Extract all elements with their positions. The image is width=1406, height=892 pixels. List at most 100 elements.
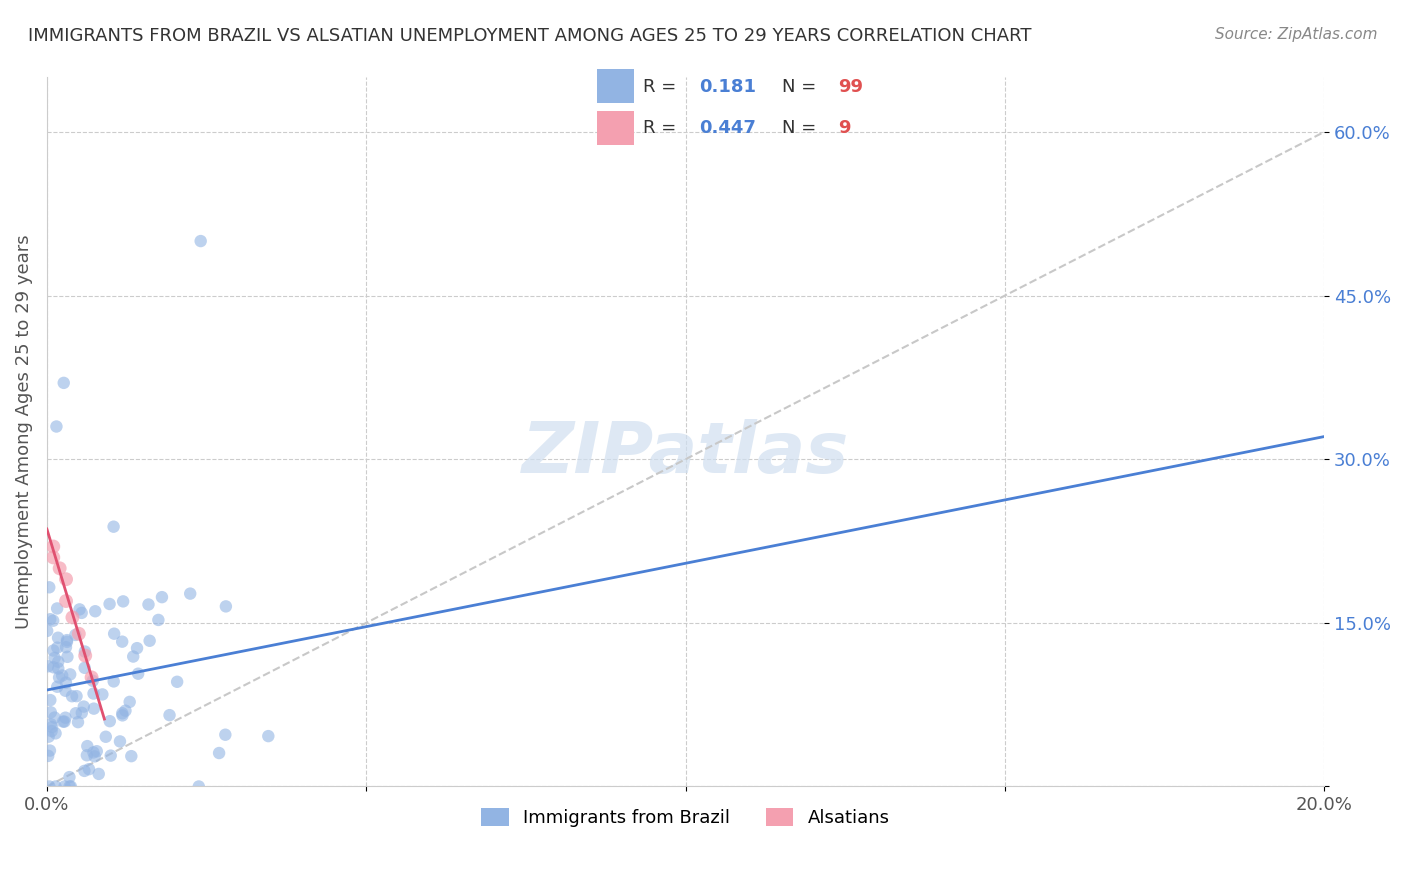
Point [52,714,75,729]
Point [37,748,59,763]
Point [53,780,76,794]
Point [76,739,98,753]
Point [138,598,160,612]
Point [48,670,70,684]
Text: Source: ZipAtlas.com: Source: ZipAtlas.com [1215,27,1378,42]
Legend: Immigrants from Brazil, Alsatians: Immigrants from Brazil, Alsatians [474,800,897,834]
Point [46,680,69,694]
Point [82,746,104,760]
Text: 9: 9 [838,119,851,136]
Point [91,687,114,701]
Point [179,586,201,600]
Point [66,715,89,730]
Bar [596,69,634,103]
Point [111,708,134,723]
Point [46,661,69,675]
Point [159,708,181,723]
Point [55,594,77,608]
Point [39,693,62,707]
Point [103,626,125,640]
Point [70,706,93,720]
Point [103,519,125,533]
Point [83,749,105,764]
Point [122,649,145,664]
Point [150,590,173,604]
Point [55,640,77,655]
Point [127,666,149,681]
Point [67,626,90,640]
Point [58,780,80,794]
Point [84,604,107,618]
Point [148,613,170,627]
Point [42,660,65,674]
Point [38,780,60,794]
Point [100,748,122,763]
Point [42,540,65,554]
Point [41,720,63,734]
Point [45,726,67,740]
Point [76,748,98,763]
Point [73,644,96,658]
Point [120,749,142,764]
Point [98,714,121,728]
Text: R =: R = [643,78,676,95]
Point [55,675,77,690]
Bar [596,111,634,145]
Point [60,690,83,704]
Point [111,706,134,721]
Point [53,714,76,729]
Point [77,762,100,776]
Point [44,651,66,665]
Text: R =: R = [643,119,676,136]
Point [46,640,69,655]
Point [65,706,87,721]
Point [38,580,60,594]
Point [108,734,131,748]
Point [114,704,136,718]
Point [166,674,188,689]
Point [38,730,60,744]
Point [37,659,59,673]
Point [69,602,91,616]
Point [190,234,212,248]
Point [58,770,80,784]
Point [65,689,87,703]
Point [214,728,236,742]
Point [65,628,87,642]
Point [75,648,97,663]
Point [73,661,96,675]
Point [73,764,96,778]
Point [215,599,238,614]
Point [55,572,77,586]
Point [39,706,62,720]
Point [48,561,70,575]
Point [51,668,73,682]
Text: IMMIGRANTS FROM BRAZIL VS ALSATIAN UNEMPLOYMENT AMONG AGES 25 TO 29 YEARS CORREL: IMMIGRANTS FROM BRAZIL VS ALSATIAN UNEMP… [28,27,1032,45]
Point [82,673,104,688]
Point [103,674,125,689]
Point [62,610,84,624]
Point [208,746,231,760]
Point [39,743,62,757]
Point [257,729,280,743]
Point [94,730,117,744]
Point [46,631,69,645]
Point [56,635,79,649]
Point [73,699,96,714]
Point [118,695,141,709]
Point [55,683,77,698]
Point [37,624,59,638]
Point [98,597,121,611]
Point [39,717,62,731]
Point [55,711,77,725]
Y-axis label: Unemployment Among Ages 25 to 29 years: Unemployment Among Ages 25 to 29 years [15,235,32,629]
Point [86,744,108,758]
Point [83,687,105,701]
Point [59,780,82,794]
Point [41,724,63,739]
Point [187,780,209,794]
Text: N =: N = [782,119,817,136]
Point [45,419,67,434]
Point [46,601,69,615]
Point [56,649,79,664]
